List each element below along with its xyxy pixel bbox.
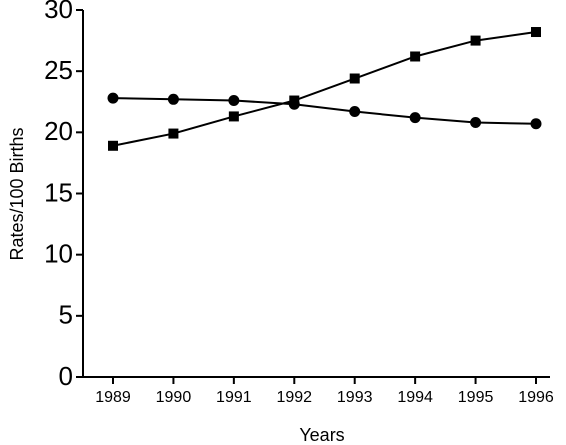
y-tick-label: 20: [44, 116, 73, 146]
circle-marker: [530, 118, 542, 130]
y-tick-label: 10: [44, 239, 73, 269]
x-tick-label: 1992: [276, 389, 312, 406]
square-marker: [108, 140, 118, 151]
circle-marker: [228, 95, 240, 107]
circle-marker: [167, 93, 179, 105]
x-tick-label: 1990: [156, 389, 192, 406]
circle-marker: [470, 117, 482, 129]
square-marker: [168, 128, 179, 139]
square-marker: [289, 95, 300, 106]
square-marker: [349, 73, 360, 84]
y-tick-label: 5: [59, 300, 73, 330]
x-axis-label: Years: [299, 425, 344, 445]
y-tick-label: 25: [44, 55, 73, 85]
x-tick-label: 1989: [95, 389, 131, 406]
x-tick-label: 1993: [337, 389, 373, 406]
circle-marker: [349, 106, 361, 118]
x-tick-label: 1994: [397, 389, 433, 406]
series-line: [112, 31, 537, 147]
x-tick-label: 1995: [458, 389, 494, 406]
square-marker: [228, 111, 239, 122]
y-tick-label: 0: [59, 361, 73, 391]
y-tick-label: 15: [44, 177, 73, 207]
square-marker: [470, 35, 481, 46]
circle-marker: [107, 92, 119, 104]
x-tick-label: 1996: [518, 389, 554, 406]
square-marker: [410, 51, 421, 62]
y-tick-label: 30: [44, 0, 73, 24]
y-axis-label: Rates/100 Births: [7, 127, 27, 260]
circle-marker: [409, 112, 421, 124]
square-marker: [531, 27, 541, 38]
x-tick-label: 1991: [216, 389, 252, 406]
series-line: [112, 97, 537, 125]
